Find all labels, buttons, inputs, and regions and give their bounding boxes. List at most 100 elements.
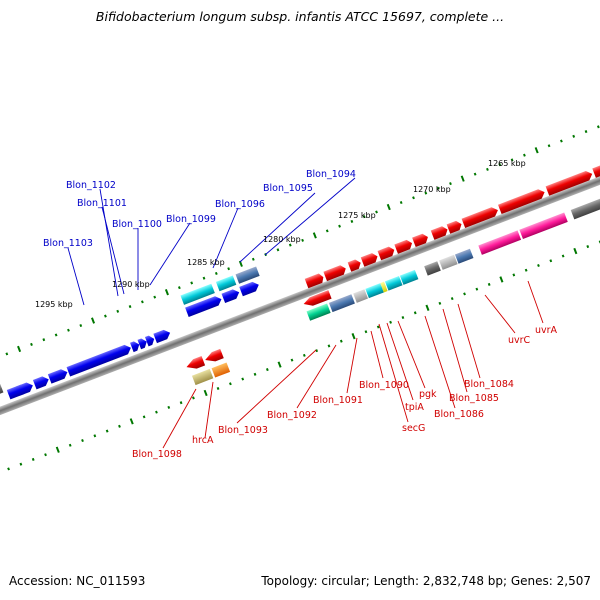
minor-tick (547, 144, 551, 148)
inner-scale-line (7, 240, 600, 471)
minor-tick (449, 182, 452, 186)
minor-tick (118, 424, 121, 428)
scale-label: 1280 kbp (263, 235, 301, 244)
minor-tick (438, 301, 442, 305)
minor-tick (475, 287, 479, 291)
minor-tick (375, 210, 378, 214)
minor-tick (141, 300, 144, 304)
minor-tick (598, 240, 600, 244)
gene-label: Blon_1092 (267, 410, 317, 421)
minor-tick (338, 224, 341, 228)
minor-tick (276, 248, 280, 252)
minor-tick (290, 358, 294, 362)
minor-tick (54, 333, 58, 337)
gene-label: Blon_1096 (215, 199, 265, 210)
gene-label: Blon_1086 (434, 409, 484, 420)
minor-tick (560, 139, 563, 143)
minor-tick (265, 368, 269, 372)
upper-callouts (67, 177, 356, 306)
minor-tick (288, 243, 292, 247)
major-tick (425, 304, 430, 311)
minor-tick (216, 386, 220, 391)
minor-tick (339, 339, 343, 343)
gene-label: Blon_1103 (43, 238, 93, 249)
minor-tick (362, 215, 366, 219)
minor-tick (142, 415, 146, 419)
lower-gene-labels: uvrA uvrC Blon_1084 Blon_1085 Blon_1086 … (132, 325, 558, 460)
minor-tick (105, 429, 109, 433)
gene-label: Blon_1084 (464, 379, 514, 390)
minor-tick (93, 434, 97, 438)
gene-label: uvrC (508, 335, 531, 346)
minor-tick (177, 286, 181, 290)
forward-genes (0, 161, 600, 404)
gene-label: Blon_1090 (359, 380, 409, 391)
minor-tick (153, 295, 157, 299)
minor-tick (596, 125, 600, 129)
gene-label: secG (402, 423, 425, 434)
minor-tick (584, 130, 588, 134)
minor-tick (155, 410, 158, 414)
scale-label: 1270 kbp (413, 185, 451, 194)
minor-tick (399, 200, 403, 205)
minor-tick (586, 245, 590, 249)
major-tick (129, 418, 134, 425)
major-tick (277, 361, 282, 368)
minor-tick (116, 309, 120, 313)
major-tick (534, 147, 539, 154)
minor-tick (104, 314, 107, 318)
major-tick (499, 276, 504, 283)
minor-tick (512, 273, 516, 277)
minor-tick (229, 382, 232, 386)
reverse-genes (186, 192, 600, 386)
minor-tick (524, 268, 528, 272)
gene-label: Blon_1101 (77, 198, 127, 209)
minor-tick (7, 467, 10, 471)
minor-tick (79, 323, 83, 328)
minor-tick (412, 196, 415, 200)
minor-tick (537, 263, 540, 268)
scale-label: 1275 kbp (338, 211, 376, 220)
lower-callouts (162, 280, 544, 449)
minor-tick (572, 134, 576, 138)
scale-label: 1265 kbp (488, 159, 526, 168)
minor-tick (190, 281, 194, 285)
minor-tick (5, 352, 9, 356)
minor-tick (68, 443, 72, 447)
major-tick (351, 333, 356, 340)
major-tick (460, 175, 465, 182)
upper-gene-labels: Blon_1094 Blon_1095 Blon_1096 Blon_1099 … (43, 169, 356, 249)
gene-label: Blon_1091 (313, 395, 363, 406)
minor-tick (498, 163, 502, 167)
minor-tick (450, 297, 454, 301)
minor-tick (253, 372, 257, 376)
minor-tick (241, 377, 245, 381)
minor-tick (251, 257, 255, 261)
minor-tick (436, 186, 440, 190)
gene-label: hrcA (192, 435, 214, 446)
minor-tick (364, 330, 368, 334)
major-tick (55, 446, 60, 453)
minor-tick (202, 276, 206, 280)
minor-tick (67, 328, 70, 332)
minor-tick (214, 271, 218, 275)
map-title: Bifidobacterium longum subsp. infantis A… (95, 9, 505, 24)
major-tick (17, 345, 22, 353)
minor-tick (81, 438, 84, 443)
gene-label: Blon_1100 (112, 219, 162, 230)
minor-tick (42, 338, 46, 342)
gene-label: Blon_1094 (306, 169, 356, 180)
gene-label: Blon_1099 (166, 214, 216, 225)
minor-tick (227, 267, 231, 271)
gene-label: tpiA (405, 402, 424, 413)
scale-labels: 1265 kbp 1270 kbp 1275 kbp 1280 kbp 1285… (35, 159, 526, 309)
scale-label: 1285 kbp (187, 258, 225, 267)
gene-label: Blon_1098 (132, 449, 182, 460)
major-tick (386, 203, 391, 211)
major-tick (573, 247, 578, 255)
major-tick (312, 232, 317, 239)
minor-tick (31, 457, 35, 461)
minor-tick (30, 342, 33, 346)
minor-tick (350, 219, 354, 223)
minor-tick (510, 158, 514, 162)
